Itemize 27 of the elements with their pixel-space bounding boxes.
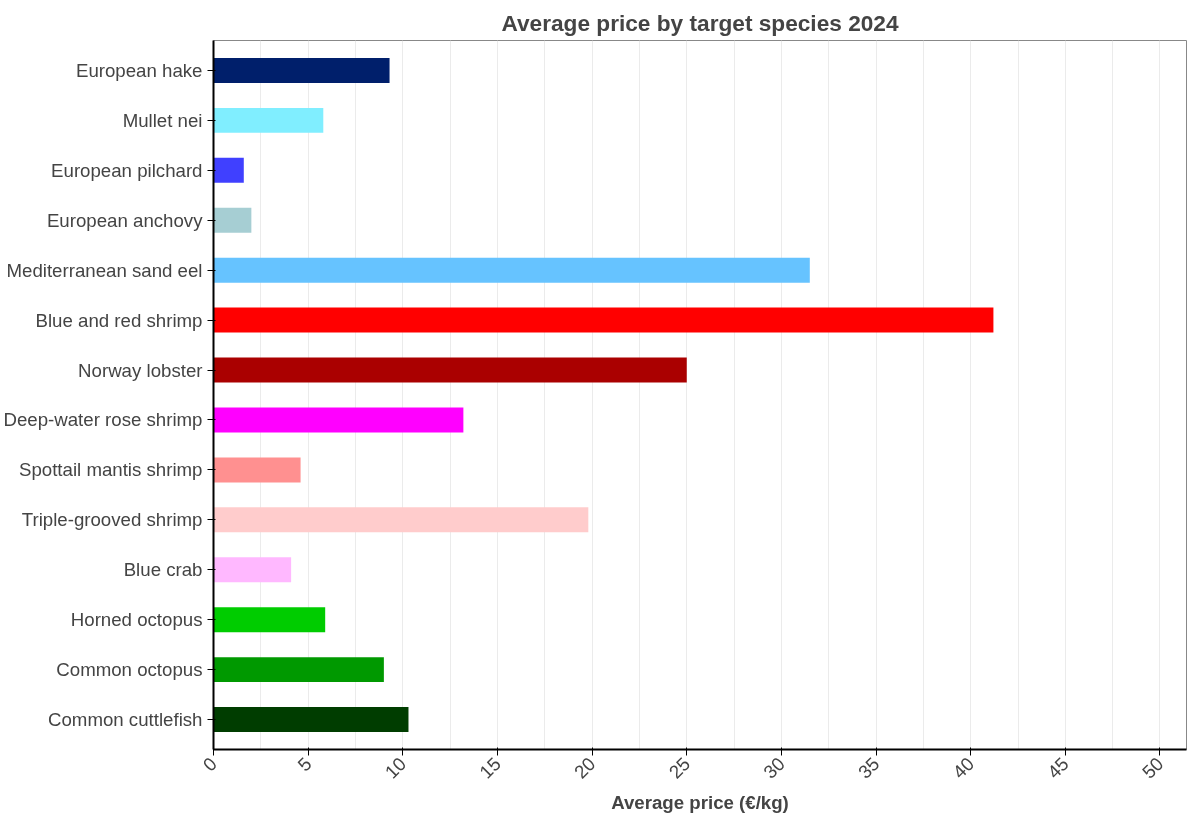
y-tick-label: European anchovy — [46, 209, 204, 231]
x-tick-label: 25 — [664, 753, 695, 783]
x-tick-label: 45 — [1043, 753, 1073, 783]
y-tick-label: Common cuttlefish — [48, 709, 203, 731]
y-tick-label: Triple-grooved shrimp — [21, 509, 203, 531]
y-tick-label: Blue crab — [123, 559, 203, 581]
y-tick-label: Norway lobster — [78, 359, 203, 381]
y-tick-label: Spottail mantis shrimp — [18, 459, 203, 481]
y-tick-label: Horned octopus — [70, 609, 203, 631]
x-tick-label: 15 — [475, 753, 505, 783]
y-tick-label: Deep-water rose shrimp — [3, 409, 203, 431]
x-tick-label: 50 — [1137, 753, 1168, 783]
x-axis-title: Average price (€/kg) — [611, 792, 789, 814]
y-tick-label: Mullet nei — [122, 109, 203, 131]
x-tick-label: 5 — [293, 753, 316, 776]
y-tick-label: Blue and red shrimp — [35, 309, 203, 331]
x-tick-label: 35 — [853, 753, 884, 783]
y-tick-label: European pilchard — [51, 159, 203, 181]
x-tick-label: 30 — [759, 753, 789, 783]
chart-title: Average price by target species 2024 — [501, 9, 899, 36]
x-tick-label: 40 — [948, 753, 979, 783]
y-tick-label: Common octopus — [56, 659, 203, 681]
x-tick-label: 0 — [198, 753, 221, 776]
x-tick-label: 10 — [380, 753, 411, 783]
y-tick-label: Mediterranean sand eel — [6, 259, 203, 281]
y-tick-label: European hake — [75, 59, 203, 81]
x-tick-label: 20 — [570, 753, 600, 783]
